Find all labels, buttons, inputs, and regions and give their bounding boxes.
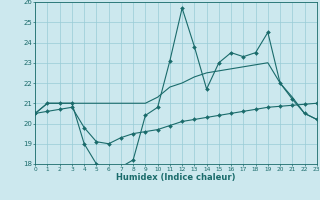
X-axis label: Humidex (Indice chaleur): Humidex (Indice chaleur) (116, 173, 236, 182)
